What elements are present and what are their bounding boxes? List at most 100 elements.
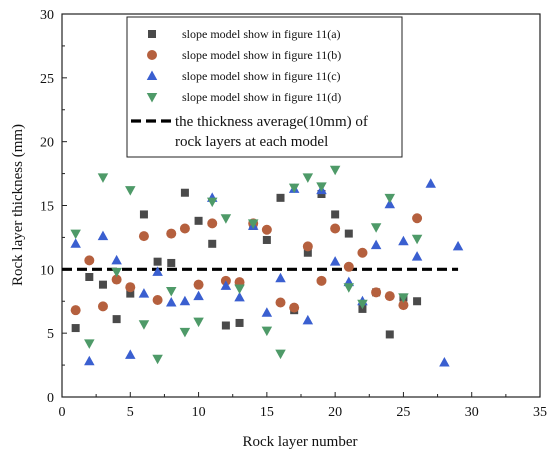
data-point: [275, 349, 286, 360]
x-tick-label: 15: [260, 405, 274, 420]
legend-reference-label-line2: rock layers at each model: [175, 134, 328, 150]
data-point: [111, 267, 122, 278]
data-point: [371, 287, 382, 298]
x-axis-label: Rock layer number: [243, 434, 358, 450]
data-point: [97, 230, 109, 241]
data-point: [167, 258, 176, 267]
x-tick-label: 5: [127, 405, 134, 420]
data-point: [261, 224, 272, 235]
data-point: [70, 305, 81, 316]
data-point: [302, 173, 314, 183]
data-point: [166, 297, 177, 307]
legend-entry-label: slope model show in figure 11(b): [182, 48, 341, 62]
data-point: [329, 165, 341, 176]
data-point: [97, 301, 108, 312]
data-point: [180, 188, 189, 197]
data-point: [179, 223, 190, 234]
series-3: [70, 178, 464, 367]
data-point: [370, 223, 382, 233]
data-point: [71, 324, 80, 333]
data-point: [166, 287, 177, 297]
legend-reference-label-line1: the thickness average(10mm) of: [175, 114, 368, 130]
data-point: [208, 239, 217, 248]
y-tick-label: 0: [47, 391, 54, 406]
data-point: [111, 274, 122, 285]
legend-box: [126, 16, 403, 158]
data-point: [152, 266, 163, 276]
data-point: [138, 320, 150, 330]
data-point: [398, 235, 409, 246]
data-point: [411, 251, 423, 261]
data-point: [398, 293, 409, 303]
legend-marker: [146, 70, 158, 80]
data-point: [288, 183, 300, 194]
data-point: [303, 248, 312, 257]
data-point: [220, 280, 232, 290]
data-point: [398, 300, 409, 311]
legend: slope model show in figure 11(a) slope mo…: [126, 16, 403, 158]
data-point: [70, 238, 81, 248]
data-point: [316, 182, 327, 192]
data-point: [84, 339, 95, 349]
series-4: [70, 165, 423, 365]
data-point: [125, 349, 136, 359]
x-tick-label: 35: [533, 405, 547, 420]
data-point: [84, 255, 95, 266]
data-point: [275, 272, 286, 283]
data-point: [221, 321, 230, 330]
data-point: [193, 279, 204, 290]
data-point: [220, 214, 232, 224]
data-point: [370, 239, 382, 250]
data-point: [413, 297, 422, 306]
data-point: [439, 357, 450, 367]
data-point: [138, 288, 150, 298]
data-point: [411, 234, 423, 245]
data-point: [97, 173, 109, 183]
data-point: [194, 216, 203, 225]
data-point: [126, 289, 135, 298]
legend-marker: [147, 50, 157, 60]
data-point: [357, 247, 368, 258]
y-tick-label: 20: [40, 136, 54, 151]
y-tick-label: 5: [47, 327, 54, 342]
data-point: [98, 280, 107, 289]
data-point: [343, 261, 354, 272]
data-point: [152, 294, 163, 305]
data-point: [85, 272, 94, 281]
data-point: [261, 326, 273, 337]
data-point: [179, 327, 191, 338]
data-point: [425, 178, 436, 188]
x-tick-label: 10: [192, 405, 206, 420]
data-point: [84, 355, 95, 366]
legend-marker: [146, 93, 158, 103]
data-point: [206, 197, 218, 208]
data-point: [153, 257, 162, 266]
data-point: [207, 218, 218, 229]
data-point: [331, 210, 340, 219]
data-point: [139, 210, 148, 219]
x-tick-label: 25: [396, 405, 410, 420]
data-point: [234, 284, 245, 294]
data-point: [357, 299, 368, 310]
data-point: [234, 291, 245, 302]
data-point: [452, 240, 464, 251]
axes: 0 5 10 15 20 25 30 35 0 5 10 15 20 25 30: [40, 8, 547, 420]
legend-entry-label: slope model show in figure 11(a): [182, 27, 341, 41]
data-point: [112, 315, 121, 324]
data-point: [289, 302, 300, 313]
series-1: [71, 188, 422, 339]
data-point: [70, 229, 81, 240]
series-2: [70, 213, 423, 316]
legend-entry-label: slope model show in figure 11(d): [182, 90, 341, 104]
data-point: [235, 318, 244, 327]
data-point: [262, 235, 271, 244]
y-tick-label: 25: [40, 72, 54, 87]
data-point: [261, 307, 273, 317]
data-point: [384, 291, 395, 302]
series-group: [70, 165, 464, 367]
y-axis-label: Rock layer thickness (mm): [10, 124, 26, 286]
data-point: [302, 241, 313, 252]
y-tick-label: 30: [40, 8, 54, 23]
data-point: [344, 229, 353, 238]
